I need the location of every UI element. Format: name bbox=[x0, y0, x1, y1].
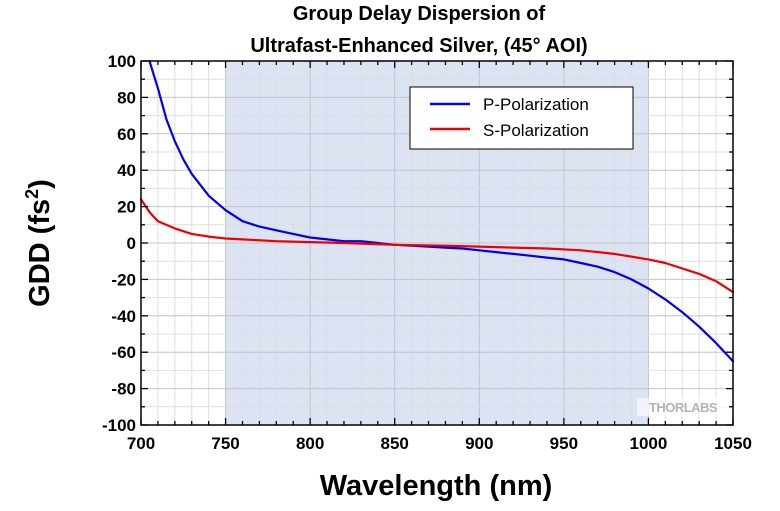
y-tick-label: 40 bbox=[117, 161, 136, 180]
y-tick-label: 20 bbox=[117, 198, 136, 217]
x-tick-labels: 700 750 800 850 900 950 1000 1050 bbox=[127, 434, 752, 453]
legend: P-Polarization S-Polarization bbox=[409, 86, 634, 150]
y-axis-title-main: GDD (fs bbox=[24, 199, 56, 307]
y-tick-label: 100 bbox=[108, 52, 136, 71]
axis-ticks bbox=[140, 60, 734, 426]
x-tick-label: 700 bbox=[127, 434, 155, 453]
y-tick-label: -80 bbox=[111, 380, 136, 399]
legend-label-p: P-Polarization bbox=[483, 95, 589, 114]
legend-box bbox=[409, 86, 634, 150]
chart-title-line-2: Ultrafast-Enhanced Silver, (45° AOI) bbox=[250, 35, 587, 57]
x-tick-label: 950 bbox=[550, 434, 578, 453]
y-axis-title: GDD (fs2) bbox=[22, 179, 56, 307]
y-tick-labels: 100 80 60 40 20 0 -20 -40 -60 -80 -100 bbox=[102, 52, 136, 435]
series-line-s-polarization bbox=[139, 198, 735, 294]
x-tick-label: 750 bbox=[211, 434, 239, 453]
thorlabs-logo: THORLABS bbox=[637, 398, 729, 416]
x-tick-label: 1050 bbox=[714, 434, 752, 453]
x-tick-label: 1000 bbox=[630, 434, 668, 453]
x-axis-title: Wavelength (nm) bbox=[320, 470, 553, 502]
y-tick-label: 80 bbox=[117, 88, 136, 107]
x-tick-label: 850 bbox=[381, 434, 409, 453]
x-tick-label: 900 bbox=[465, 434, 493, 453]
logo-background bbox=[637, 398, 729, 416]
legend-label-s: S-Polarization bbox=[483, 121, 589, 140]
y-tick-label: -60 bbox=[111, 343, 136, 362]
chart-title-line-1: Group Delay Dispersion of bbox=[293, 3, 546, 25]
series-lines bbox=[139, 59, 735, 363]
x-tick-label: 800 bbox=[296, 434, 324, 453]
y-axis-title-superscript: 2 bbox=[22, 189, 42, 199]
y-tick-label: -40 bbox=[111, 307, 136, 326]
y-tick-label: -100 bbox=[102, 416, 136, 435]
y-tick-label: -20 bbox=[111, 270, 136, 289]
y-tick-label: 60 bbox=[117, 125, 136, 144]
y-tick-label: 0 bbox=[127, 234, 136, 253]
y-axis-title-close: ) bbox=[24, 179, 56, 189]
logo-text: THORLABS bbox=[649, 400, 718, 415]
